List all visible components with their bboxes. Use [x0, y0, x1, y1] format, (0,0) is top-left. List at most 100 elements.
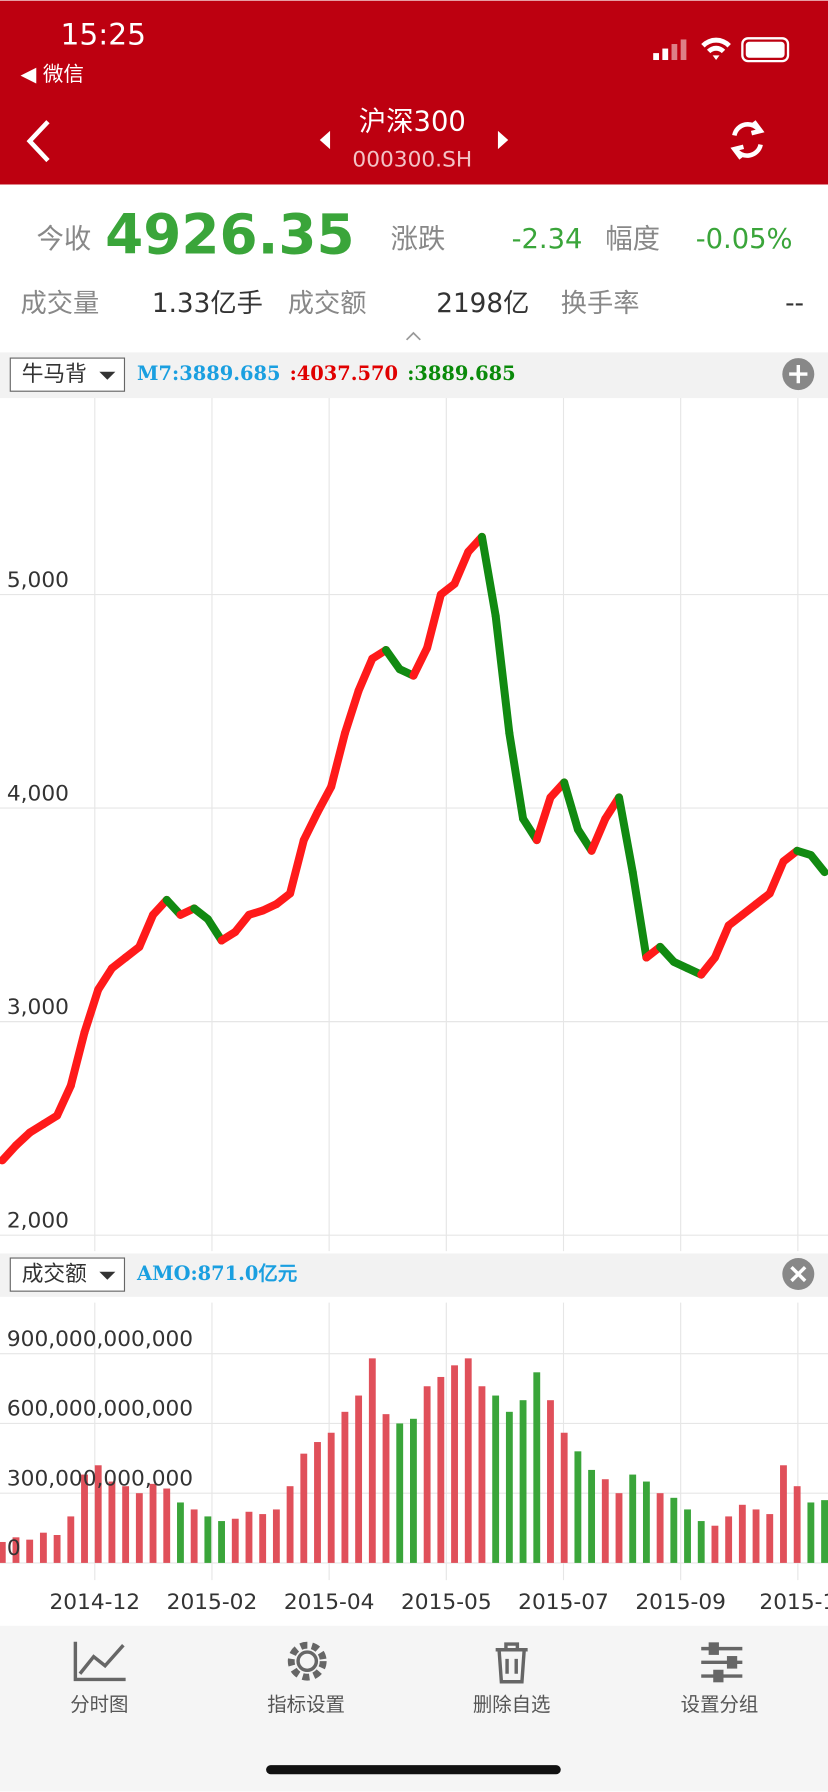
bar — [12, 1537, 20, 1563]
bar — [341, 1411, 349, 1563]
x-tick-label: 2015-04 — [284, 1590, 375, 1615]
price-segment — [423, 590, 445, 652]
bar — [286, 1486, 294, 1563]
bar — [149, 1483, 157, 1563]
bar — [245, 1511, 253, 1563]
price-segment — [806, 851, 828, 877]
add-button[interactable] — [782, 358, 815, 391]
bar — [81, 1474, 88, 1563]
bar — [39, 1532, 47, 1563]
pct-value: -0.05% — [696, 224, 793, 255]
toolbar-icons — [73, 1641, 743, 1684]
bar — [382, 1414, 390, 1563]
prev-button[interactable] — [319, 130, 331, 150]
bar — [314, 1442, 321, 1563]
price-segment — [491, 611, 514, 738]
price-segment — [710, 921, 733, 962]
indicator-name: 牛马背 — [22, 362, 87, 387]
bar — [547, 1400, 554, 1563]
bar — [492, 1395, 500, 1563]
y-tick-label: 300,000,000,000 — [7, 1466, 193, 1491]
bar — [601, 1479, 609, 1563]
bar — [519, 1400, 527, 1563]
x-tick-label: 2015-1 — [759, 1590, 828, 1615]
indicator-bar — [0, 352, 828, 399]
bar — [807, 1502, 815, 1563]
back-button[interactable] — [26, 120, 50, 163]
bar — [423, 1386, 431, 1563]
price-segment — [340, 686, 363, 738]
bar — [642, 1481, 650, 1563]
bar — [464, 1358, 472, 1563]
turnover-value: -- — [785, 289, 804, 319]
legend-item: :3889.685 — [407, 362, 515, 385]
price-segment — [615, 793, 637, 877]
code: 000300.SH — [352, 148, 472, 173]
bar — [780, 1465, 787, 1563]
legend-item: M7:3889.685 — [137, 362, 280, 385]
bar — [177, 1502, 184, 1563]
status-icons — [653, 37, 790, 63]
back-app[interactable]: ◀ 微信 — [21, 62, 84, 86]
bar — [163, 1488, 171, 1563]
price-segment — [505, 729, 528, 823]
price-segment — [327, 729, 349, 791]
bar — [218, 1521, 225, 1563]
bar — [478, 1386, 486, 1563]
expand-toggle[interactable] — [405, 331, 421, 341]
x-tick-label: 2014-12 — [49, 1590, 140, 1615]
close-button[interactable] — [782, 1258, 815, 1291]
refresh-button[interactable] — [730, 120, 765, 160]
turnover-label: 换手率 — [561, 289, 640, 319]
bar — [396, 1423, 404, 1563]
price-segment — [80, 985, 103, 1037]
bar — [821, 1500, 828, 1563]
bar — [670, 1497, 678, 1563]
bar — [725, 1516, 733, 1563]
dropdown-arrow — [99, 1271, 116, 1280]
x-tick-label: 2015-07 — [518, 1590, 609, 1615]
bar — [190, 1509, 198, 1563]
price-segment — [66, 1028, 89, 1090]
toolbar-label[interactable]: 删除自选 — [473, 1693, 551, 1716]
bar — [272, 1509, 280, 1563]
bar — [327, 1432, 335, 1563]
amount-label: 成交额 — [288, 289, 367, 319]
bar — [793, 1486, 801, 1563]
bar — [738, 1504, 746, 1563]
change-label: 涨跌 — [391, 224, 446, 255]
bar — [505, 1411, 513, 1563]
amount-value: 2198亿 — [436, 289, 529, 319]
toolbar-label[interactable]: 指标设置 — [267, 1693, 345, 1716]
close-value: 4926.35 — [105, 202, 355, 266]
bar — [231, 1518, 239, 1563]
bar — [0, 1541, 6, 1563]
bar — [697, 1521, 705, 1563]
next-button[interactable] — [497, 130, 509, 150]
bar — [656, 1493, 664, 1563]
price-segment — [286, 836, 308, 898]
bar — [629, 1474, 637, 1563]
y-tick-label: 5,000 — [7, 568, 69, 593]
y-tick-label: 3,000 — [7, 995, 69, 1020]
price-segment — [94, 964, 116, 994]
bar — [588, 1469, 596, 1563]
bar — [135, 1493, 143, 1563]
y-tick-label: 600,000,000,000 — [7, 1397, 193, 1422]
bar — [204, 1516, 212, 1563]
toolbar-label[interactable]: 设置分组 — [681, 1693, 759, 1716]
bar — [615, 1493, 623, 1563]
indicator-bar — [0, 1253, 828, 1297]
volume-value: 1.33亿手 — [152, 289, 263, 319]
bar — [355, 1395, 363, 1563]
price-segment — [354, 654, 377, 695]
price-segment — [477, 532, 500, 620]
bar — [410, 1418, 417, 1563]
indicator-name: 成交额 — [22, 1262, 87, 1287]
toolbar-label[interactable]: 分时图 — [70, 1693, 128, 1716]
bar — [711, 1525, 719, 1563]
dropdown-arrow — [99, 371, 116, 380]
y-tick-label: 2,000 — [7, 1208, 69, 1233]
price-segment — [203, 915, 226, 945]
